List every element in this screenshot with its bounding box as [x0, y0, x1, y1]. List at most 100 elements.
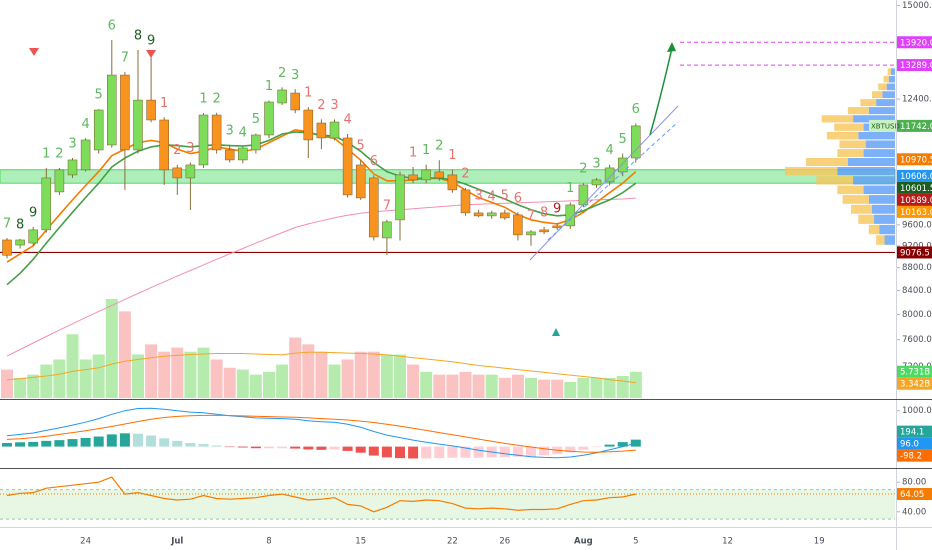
td-count: 1	[422, 143, 430, 158]
moving-average	[6, 197, 636, 357]
macd-histogram-bar	[67, 439, 78, 447]
candle-body	[224, 149, 235, 161]
candle-body	[277, 89, 287, 104]
price-label-box	[897, 205, 932, 218]
price-label-box	[897, 59, 932, 72]
volume-bar	[223, 367, 236, 398]
volume-bar	[577, 377, 590, 398]
macd-histogram-bar	[250, 446, 261, 449]
td-count: 8	[134, 29, 142, 44]
macd-histogram-bar	[368, 446, 379, 456]
volume-bar	[603, 377, 616, 398]
volume-bar	[407, 364, 420, 398]
volume-bar	[171, 347, 184, 398]
td-count: 3	[226, 123, 234, 138]
volume-bar	[420, 371, 433, 398]
volume-bar	[433, 374, 446, 398]
x-tick-label: 19	[814, 537, 825, 547]
profile-down	[785, 166, 838, 176]
profile-up	[853, 115, 895, 123]
volume-bar	[498, 377, 511, 398]
macd-line	[6, 407, 636, 459]
candle-body	[513, 214, 523, 236]
profile-down	[816, 176, 854, 185]
macd-line	[6, 414, 636, 453]
macd-histogram-bar	[499, 446, 510, 458]
profile-up	[884, 235, 895, 245]
volume-bar	[14, 377, 27, 398]
td-count: 2	[579, 162, 587, 177]
macd-histogram-bar	[604, 444, 615, 447]
volume-bar	[315, 351, 328, 398]
td-count: 3	[186, 141, 194, 156]
profile-up	[865, 140, 895, 149]
volume-bar	[380, 354, 393, 398]
profile-up	[871, 204, 895, 214]
profile-down	[851, 204, 872, 214]
volume-bar	[276, 364, 289, 398]
td-count: 8	[540, 205, 548, 220]
macd-histogram-bar	[15, 442, 26, 447]
candle-body	[290, 92, 300, 111]
y-tick-label: 8000.0	[902, 310, 932, 320]
profile-up	[868, 107, 895, 115]
td-count: 5	[501, 188, 509, 203]
profile-up	[879, 224, 895, 235]
macd-value-label: -98.2	[900, 452, 922, 462]
td-count: 1	[566, 181, 574, 196]
macd-histogram-bar	[54, 440, 65, 447]
candle-body	[539, 229, 549, 233]
y-tick-label: 1000.0	[902, 406, 932, 416]
price-label: 13920.0	[900, 38, 932, 48]
td-count: 6	[370, 154, 378, 169]
td-count: 7	[3, 216, 11, 231]
macd-histogram-label-box	[897, 425, 932, 438]
macd-histogram-bar	[211, 445, 222, 447]
volume-bar	[446, 374, 459, 398]
candle-body	[526, 231, 536, 236]
td-count: 5	[619, 132, 627, 147]
projection-arrow	[649, 47, 673, 136]
volume-bar	[263, 371, 275, 398]
volume-bar	[105, 299, 118, 398]
td-count: 7	[383, 198, 391, 213]
price-label-box	[897, 169, 932, 182]
macd-histogram-bar	[421, 446, 432, 459]
macd-histogram-bar	[224, 446, 235, 448]
profile-down	[878, 83, 887, 91]
volume-bar	[459, 371, 472, 398]
volume-bar	[79, 359, 92, 398]
buy-signal	[552, 328, 560, 336]
candle-body	[500, 212, 510, 219]
macd-histogram-bar	[80, 437, 91, 447]
profile-down	[837, 149, 864, 157]
price-label: 9076.5	[900, 248, 930, 258]
macd-histogram-bar	[512, 446, 523, 457]
macd-histogram-bar	[277, 446, 288, 449]
candle-body	[2, 239, 12, 256]
profile-down	[842, 195, 869, 204]
macd-histogram-bar	[381, 446, 392, 458]
price-label-box	[897, 119, 932, 132]
volume-bar	[629, 371, 642, 398]
symbol-tag-box	[869, 119, 896, 132]
macd-histogram-bar	[172, 440, 183, 447]
price-label: 10970.5	[900, 155, 932, 165]
macd-histogram-bar	[146, 435, 157, 447]
profile-down	[876, 235, 885, 245]
x-tick-label: Aug	[574, 537, 593, 547]
x-tick-label: 15	[355, 537, 366, 547]
price-label: 11742.0	[900, 122, 932, 132]
profile-down	[839, 140, 866, 149]
macd-histogram-bar	[526, 446, 536, 457]
profile-up	[874, 214, 895, 224]
td-count: 6	[108, 19, 116, 34]
rsi-value-label: 64.05	[900, 490, 924, 500]
td-count: 3	[68, 136, 76, 151]
candle-body	[591, 179, 602, 186]
macd-histogram-bar	[119, 433, 130, 447]
candle-body	[342, 137, 353, 196]
candle-body	[264, 101, 274, 136]
